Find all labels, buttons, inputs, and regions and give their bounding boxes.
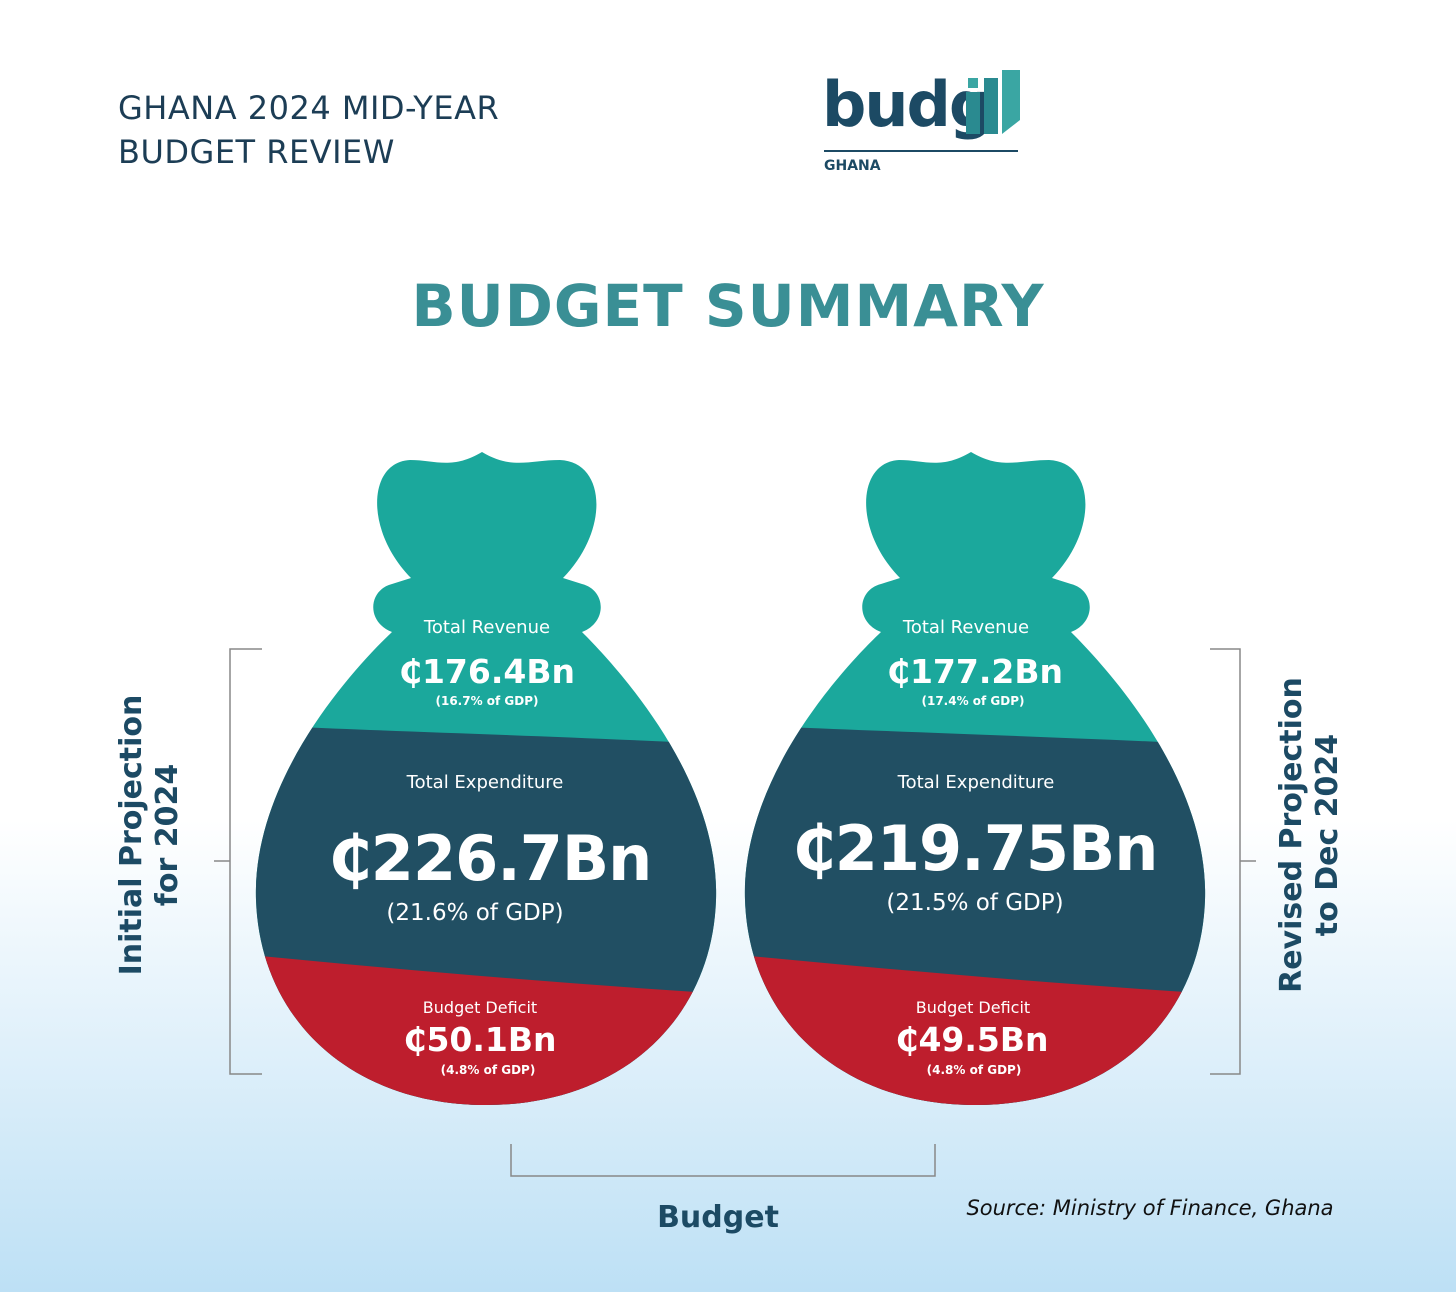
bag-revised-projection xyxy=(744,452,1206,1105)
bag-initial-expenditure-value: ₵226.7Bn xyxy=(328,822,653,895)
bag-revised-expenditure-gdp: (21.5% of GDP) xyxy=(886,890,1064,916)
bag-initial-deficit-value: ₵50.1Bn xyxy=(403,1020,557,1059)
bag-revised-revenue-label: Total Revenue xyxy=(902,617,1030,638)
bag-initial-deficit-label: Budget Deficit xyxy=(422,998,538,1017)
bag-initial-expenditure-gdp: (21.6% of GDP) xyxy=(386,900,564,926)
left-side-label-line2: for 2024 xyxy=(150,763,185,907)
right-bracket xyxy=(1210,648,1256,1075)
bag-revised-expenditure-value: ₵219.75Bn xyxy=(792,812,1159,885)
bag-initial-revenue-label: Total Revenue xyxy=(423,617,551,638)
left-bracket xyxy=(214,648,262,1075)
bag-revised-deficit-label: Budget Deficit xyxy=(915,998,1031,1017)
right-side-label: Revised Projection to Dec 2024 xyxy=(1274,655,1354,1015)
report-title: GHANA 2024 MID-YEAR BUDGET REVIEW xyxy=(118,86,499,174)
bag-revised-revenue-gdp: (17.4% of GDP) xyxy=(921,694,1025,708)
logo-wordmark: budg xyxy=(822,68,993,141)
logo-divider xyxy=(824,150,1018,152)
report-title-line2: BUDGET REVIEW xyxy=(118,133,395,171)
report-title-line1: GHANA 2024 MID-YEAR xyxy=(118,89,500,127)
budgit-logo: budg GHANA xyxy=(822,70,1022,180)
left-side-label-line1: Initial Projection xyxy=(114,694,149,976)
bag-revised-deficit-gdp: (4.8% of GDP) xyxy=(926,1063,1022,1077)
left-side-label: Initial Projection for 2024 xyxy=(114,655,194,1015)
bag-initial-revenue-gdp: (16.7% of GDP) xyxy=(435,694,539,708)
logo-mark-icon xyxy=(966,70,1020,134)
bag-revised-deficit-value: ₵49.5Bn xyxy=(895,1020,1049,1059)
right-side-label-line2: to Dec 2024 xyxy=(1310,733,1345,937)
bag-revised-revenue-value: ₵177.2Bn xyxy=(887,652,1063,691)
right-side-label-line1: Revised Projection xyxy=(1274,677,1309,993)
bottom-bracket xyxy=(510,1144,936,1177)
source-note: Source: Ministry of Finance, Ghana xyxy=(966,1196,1334,1220)
bag-revised-expenditure-label: Total Expenditure xyxy=(897,772,1055,793)
bag-initial-expenditure-label: Total Expenditure xyxy=(406,772,564,793)
bag-initial-deficit-gdp: (4.8% of GDP) xyxy=(440,1063,536,1077)
bag-initial-revenue-value: ₵176.4Bn xyxy=(399,652,575,691)
logo-country: GHANA xyxy=(824,158,881,174)
budget-bracket-label: Budget xyxy=(657,1200,779,1235)
page-title: BUDGET SUMMARY xyxy=(411,272,1045,340)
